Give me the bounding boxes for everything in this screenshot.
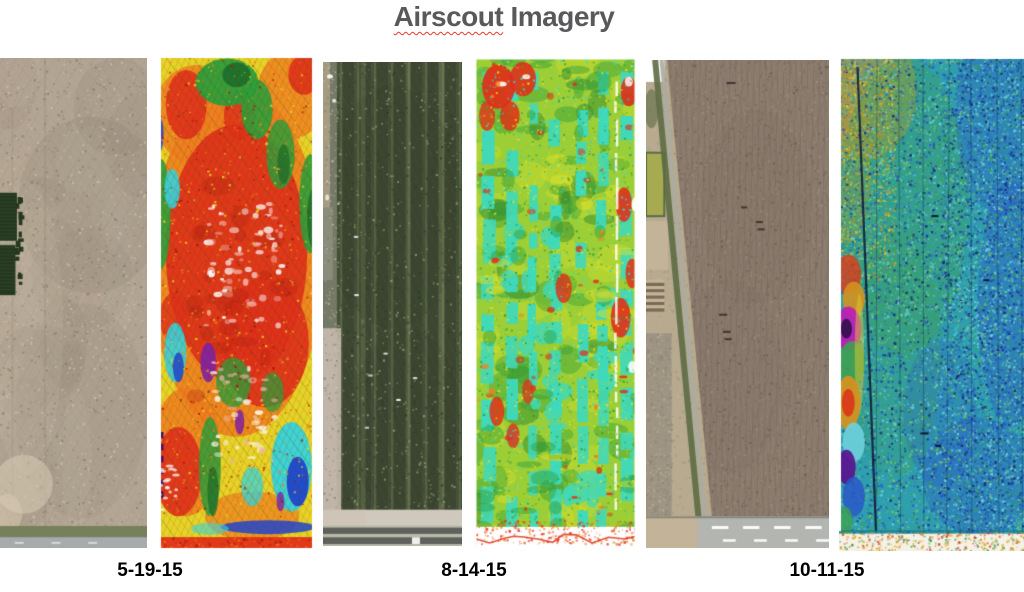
panel-aerial-8-14-15 — [323, 62, 462, 546]
ndvi-map-canvas-10-11-15 — [839, 57, 1024, 551]
panel-thermal-5-19-15 — [158, 55, 315, 551]
title-word-airscout: Airscout — [393, 1, 504, 32]
aerial-photo-canvas-8-14-15 — [323, 62, 462, 546]
date-label-8-14-15: 8-14-15 — [441, 560, 507, 581]
panel-ndvi-8-14-15 — [474, 57, 637, 549]
slide-title: Airscout Imagery — [0, 1, 1008, 33]
date-label-10-11-15: 10-11-15 — [789, 560, 865, 581]
date-label-5-19-15: 5-19-15 — [117, 560, 183, 581]
panel-aerial-5-19-15 — [0, 58, 147, 548]
panel-aerial-10-11-15 — [646, 60, 829, 548]
panel-ndvi-10-11-15 — [839, 57, 1024, 551]
aerial-photo-canvas-10-11-15 — [646, 60, 829, 548]
thermal-map-canvas-5-19-15 — [158, 55, 315, 551]
title-word-imagery: Imagery — [510, 1, 615, 32]
ndvi-map-canvas-8-14-15 — [474, 57, 637, 549]
aerial-photo-canvas-5-19-15 — [0, 58, 147, 548]
